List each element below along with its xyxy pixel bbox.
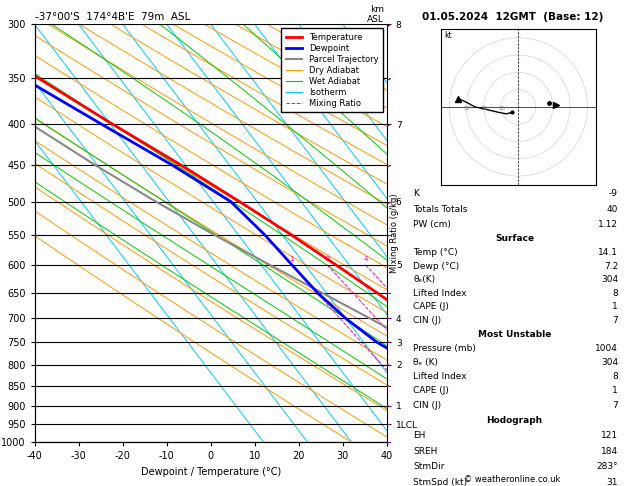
Text: 8: 8: [612, 372, 618, 381]
Text: km
ASL: km ASL: [367, 5, 384, 24]
Text: 01.05.2024  12GMT  (Base: 12): 01.05.2024 12GMT (Base: 12): [422, 12, 603, 22]
Text: kt: kt: [444, 31, 452, 40]
Text: Hodograph: Hodograph: [486, 416, 543, 424]
Text: 15: 15: [442, 256, 451, 262]
Text: StmSpd (kt): StmSpd (kt): [413, 478, 467, 486]
Text: 4: 4: [364, 256, 368, 262]
Text: θₑ (K): θₑ (K): [413, 358, 438, 367]
Text: 8: 8: [612, 289, 618, 297]
Text: 1: 1: [612, 302, 618, 311]
Text: 10: 10: [498, 105, 505, 110]
Legend: Temperature, Dewpoint, Parcel Trajectory, Dry Adiabat, Wet Adiabat, Isotherm, Mi: Temperature, Dewpoint, Parcel Trajectory…: [281, 29, 382, 112]
Text: Mixing Ratio (g/kg): Mixing Ratio (g/kg): [390, 193, 399, 273]
Text: 121: 121: [601, 431, 618, 440]
Text: 304: 304: [601, 358, 618, 367]
Text: -37°00'S  174°4B'E  79m  ASL: -37°00'S 174°4B'E 79m ASL: [35, 12, 190, 22]
Text: CIN (J): CIN (J): [413, 400, 442, 410]
Text: 20: 20: [481, 105, 488, 110]
Text: K: K: [413, 190, 419, 198]
Text: Surface: Surface: [495, 234, 534, 243]
Text: 7.2: 7.2: [604, 261, 618, 271]
Text: CAPE (J): CAPE (J): [413, 386, 449, 395]
Text: Dewp (°C): Dewp (°C): [413, 261, 460, 271]
Text: 7: 7: [612, 316, 618, 325]
Text: 10: 10: [416, 256, 425, 262]
Text: CAPE (J): CAPE (J): [413, 302, 449, 311]
Text: 31: 31: [606, 478, 618, 486]
Text: 1: 1: [612, 386, 618, 395]
Text: Totals Totals: Totals Totals: [413, 205, 467, 214]
Text: © weatheronline.co.uk: © weatheronline.co.uk: [464, 474, 561, 484]
Text: 6: 6: [387, 256, 392, 262]
X-axis label: Dewpoint / Temperature (°C): Dewpoint / Temperature (°C): [141, 467, 281, 477]
Text: StmDir: StmDir: [413, 462, 445, 471]
Text: 1: 1: [289, 256, 294, 262]
Text: EH: EH: [413, 431, 426, 440]
Text: 20: 20: [461, 256, 470, 262]
Text: CIN (J): CIN (J): [413, 316, 442, 325]
Text: 25: 25: [476, 256, 485, 262]
Text: 7: 7: [612, 400, 618, 410]
Text: 283°: 283°: [596, 462, 618, 471]
Text: Lifted Index: Lifted Index: [413, 372, 467, 381]
Text: 184: 184: [601, 447, 618, 455]
Text: 14.1: 14.1: [598, 248, 618, 257]
Text: SREH: SREH: [413, 447, 438, 455]
Text: 304: 304: [601, 275, 618, 284]
Text: Lifted Index: Lifted Index: [413, 289, 467, 297]
Text: 8: 8: [404, 256, 409, 262]
Text: 1004: 1004: [595, 344, 618, 353]
Text: 30: 30: [464, 105, 471, 110]
Text: Temp (°C): Temp (°C): [413, 248, 458, 257]
Text: PW (cm): PW (cm): [413, 220, 451, 229]
Text: Most Unstable: Most Unstable: [478, 330, 551, 339]
Text: θₑ(K): θₑ(K): [413, 275, 435, 284]
Text: 40: 40: [606, 205, 618, 214]
Text: 2: 2: [325, 256, 330, 262]
Text: Pressure (mb): Pressure (mb): [413, 344, 476, 353]
Text: 1.12: 1.12: [598, 220, 618, 229]
Text: -9: -9: [609, 190, 618, 198]
